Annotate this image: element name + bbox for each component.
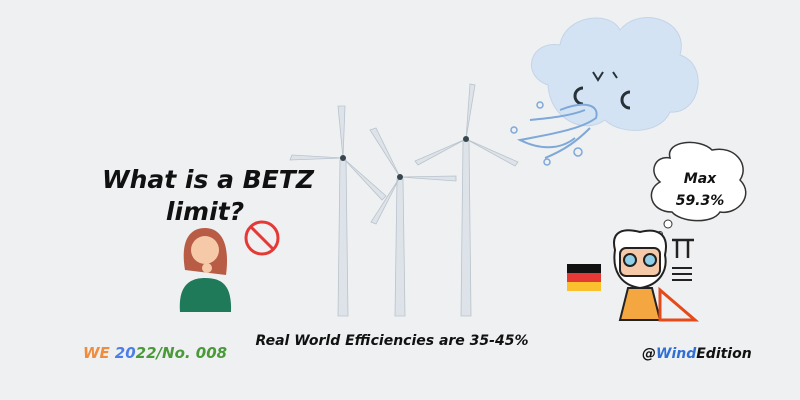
scientist-illustration bbox=[613, 229, 700, 322]
bubble-text: 59.3% bbox=[676, 193, 725, 209]
handle-part: @ bbox=[642, 346, 656, 362]
issue-part: 20 bbox=[115, 344, 136, 362]
girl-illustration bbox=[179, 220, 280, 312]
issue-number: WE 2022/No. 008 bbox=[83, 344, 227, 362]
issue-part: WE bbox=[83, 344, 111, 362]
thought-bubble bbox=[650, 141, 747, 237]
wind-cloud bbox=[510, 17, 699, 166]
wind-turbines bbox=[289, 83, 519, 317]
handle-part: Edition bbox=[696, 346, 751, 362]
issue-part: 22/No. 008 bbox=[136, 344, 227, 362]
german-flag bbox=[567, 264, 601, 291]
bubble-text: Max bbox=[684, 171, 717, 187]
handle: @WindEdition bbox=[642, 346, 752, 362]
title-line: limit? bbox=[166, 197, 244, 226]
caption: Real World Efficiencies are 35-45% bbox=[256, 333, 529, 349]
title-line: What is a BETZ bbox=[102, 165, 315, 194]
handle-part: Wind bbox=[656, 346, 697, 362]
